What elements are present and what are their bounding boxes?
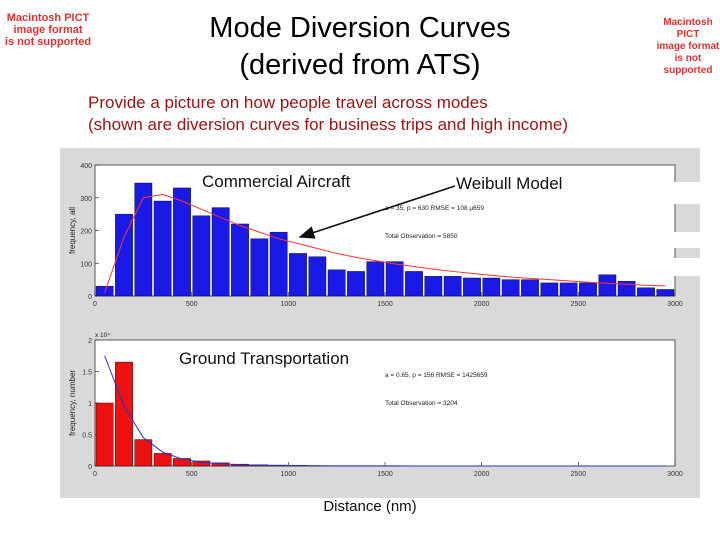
annotation-bottom: a = 0.65, p = 156 RMSE = 1425659 bbox=[385, 372, 488, 379]
white-patch bbox=[672, 182, 702, 204]
annotation-bottom: Total Observation = 3204 bbox=[385, 400, 458, 407]
pict-placeholder-right: Macintosh PICT image format is not suppo… bbox=[655, 17, 720, 77]
annotation-top: Total Observation = 5850 bbox=[385, 233, 458, 240]
bar-bottom bbox=[153, 453, 172, 467]
bar-top bbox=[153, 200, 172, 297]
y-axis-label-top: frequency, all bbox=[68, 207, 77, 254]
pict-text: image format bbox=[656, 41, 720, 52]
histogram-figure: 0 100 200 300 400 0 500 1000 1500 2000 2500 3000 a =… bbox=[60, 148, 700, 498]
y-tick-label-top: 0 bbox=[88, 294, 92, 301]
bar-top bbox=[95, 285, 114, 297]
bar-top bbox=[656, 289, 675, 297]
bar-top bbox=[501, 279, 520, 297]
bar-top bbox=[231, 223, 249, 297]
bar-bottom bbox=[173, 458, 191, 467]
bar-top bbox=[482, 277, 501, 297]
x-tick-label-top: 0 bbox=[93, 301, 97, 308]
bar-top bbox=[443, 276, 462, 297]
pict-text: is not supported bbox=[663, 53, 713, 76]
x-tick-label-top: 500 bbox=[186, 301, 198, 308]
bar-top bbox=[424, 276, 443, 297]
title-line-2: (derived from ATS) bbox=[239, 49, 481, 81]
subtitle-line-1: Provide a picture on how people travel a… bbox=[88, 93, 488, 112]
bar-top bbox=[308, 256, 327, 297]
bar-top bbox=[269, 231, 288, 297]
y-tick-label-bottom: 0 bbox=[88, 464, 92, 471]
bar-bottom bbox=[115, 361, 133, 467]
x-tick-label-bottom: 3000 bbox=[667, 471, 683, 478]
bar-top bbox=[289, 253, 307, 297]
bar-top bbox=[173, 187, 191, 297]
y-tick-label-bottom: 0.5 bbox=[82, 433, 92, 440]
fit-curve-bottom bbox=[104, 355, 666, 467]
bar-top bbox=[521, 279, 539, 297]
y-tick-label-top: 400 bbox=[80, 163, 92, 170]
x-tick-label-top: 2500 bbox=[571, 301, 587, 308]
bar-bottom bbox=[192, 460, 211, 467]
x-tick-label-bottom: 0 bbox=[93, 471, 97, 478]
y-tick-label-bottom: 1.5 bbox=[82, 370, 92, 377]
x-tick-label-top: 1500 bbox=[377, 301, 393, 308]
bar-top bbox=[617, 281, 636, 297]
bar-top bbox=[405, 271, 423, 297]
bar-top bbox=[347, 271, 365, 297]
pict-text: image format bbox=[13, 24, 83, 36]
x-tick-label-bottom: 1500 bbox=[377, 471, 393, 478]
y-tick-label-top: 300 bbox=[80, 196, 92, 203]
subtitle-line-2: (shown are diversion curves for business… bbox=[88, 115, 569, 134]
title-line-1: Mode Diversion Curves bbox=[209, 12, 511, 44]
x-tick-label-top: 2000 bbox=[474, 301, 490, 308]
bar-top bbox=[366, 261, 385, 297]
pict-placeholder-left: Macintosh PICT image format is not suppo… bbox=[2, 12, 94, 48]
bar-top bbox=[327, 269, 346, 297]
y-tick-label-bottom: 2 bbox=[88, 338, 92, 345]
bar-top bbox=[598, 274, 617, 297]
x-tick-label-bottom: 2000 bbox=[474, 471, 490, 478]
y-tick-label-bottom: 1 bbox=[88, 401, 92, 408]
x-axis-label: Distance (nm) bbox=[323, 498, 417, 515]
slide-subtitle: Provide a picture on how people travel a… bbox=[88, 92, 568, 136]
x-tick-label-bottom: 1000 bbox=[281, 471, 297, 478]
x-tick-label-bottom: 2500 bbox=[571, 471, 587, 478]
bar-top bbox=[250, 238, 269, 297]
x-tick-label-bottom: 500 bbox=[186, 471, 198, 478]
bar-top bbox=[192, 215, 211, 297]
bar-bottom bbox=[134, 439, 153, 467]
bar-top bbox=[559, 282, 578, 297]
bar-top bbox=[385, 261, 404, 297]
y-tick-label-top: 200 bbox=[80, 229, 92, 236]
y-scale-label-bottom: x 10⁴ bbox=[95, 332, 110, 339]
fit-curve-top bbox=[104, 193, 666, 293]
y-tick-label-top: 100 bbox=[80, 261, 92, 268]
annotation-top: a = 35, p = 630 RMSE = 108 µ659 bbox=[385, 205, 484, 212]
label-commercial-aircraft: Commercial Aircraft bbox=[198, 171, 355, 192]
white-patch bbox=[672, 232, 702, 248]
slide-title: Mode Diversion Curves (derived from ATS) bbox=[150, 10, 570, 84]
bar-top bbox=[540, 282, 559, 297]
bar-top bbox=[134, 182, 153, 297]
bar-bottom bbox=[95, 402, 114, 467]
x-tick-label-top: 1000 bbox=[281, 301, 297, 308]
y-axis-label-bottom: frequency, number bbox=[68, 370, 77, 436]
pict-text: Macintosh PICT bbox=[663, 17, 713, 40]
bar-top bbox=[115, 213, 133, 297]
x-tick-label-top: 3000 bbox=[667, 301, 683, 308]
pict-text: Macintosh PICT bbox=[6, 12, 90, 24]
pict-text: is not supported bbox=[4, 36, 92, 48]
label-ground-transportation: Ground Transportation bbox=[175, 348, 354, 369]
bar-top bbox=[637, 287, 655, 297]
label-weibull-model: Weibull Model bbox=[452, 173, 567, 194]
bar-top bbox=[211, 207, 230, 297]
white-patch bbox=[672, 258, 702, 276]
bar-top bbox=[463, 277, 481, 297]
bar-top bbox=[579, 282, 597, 297]
